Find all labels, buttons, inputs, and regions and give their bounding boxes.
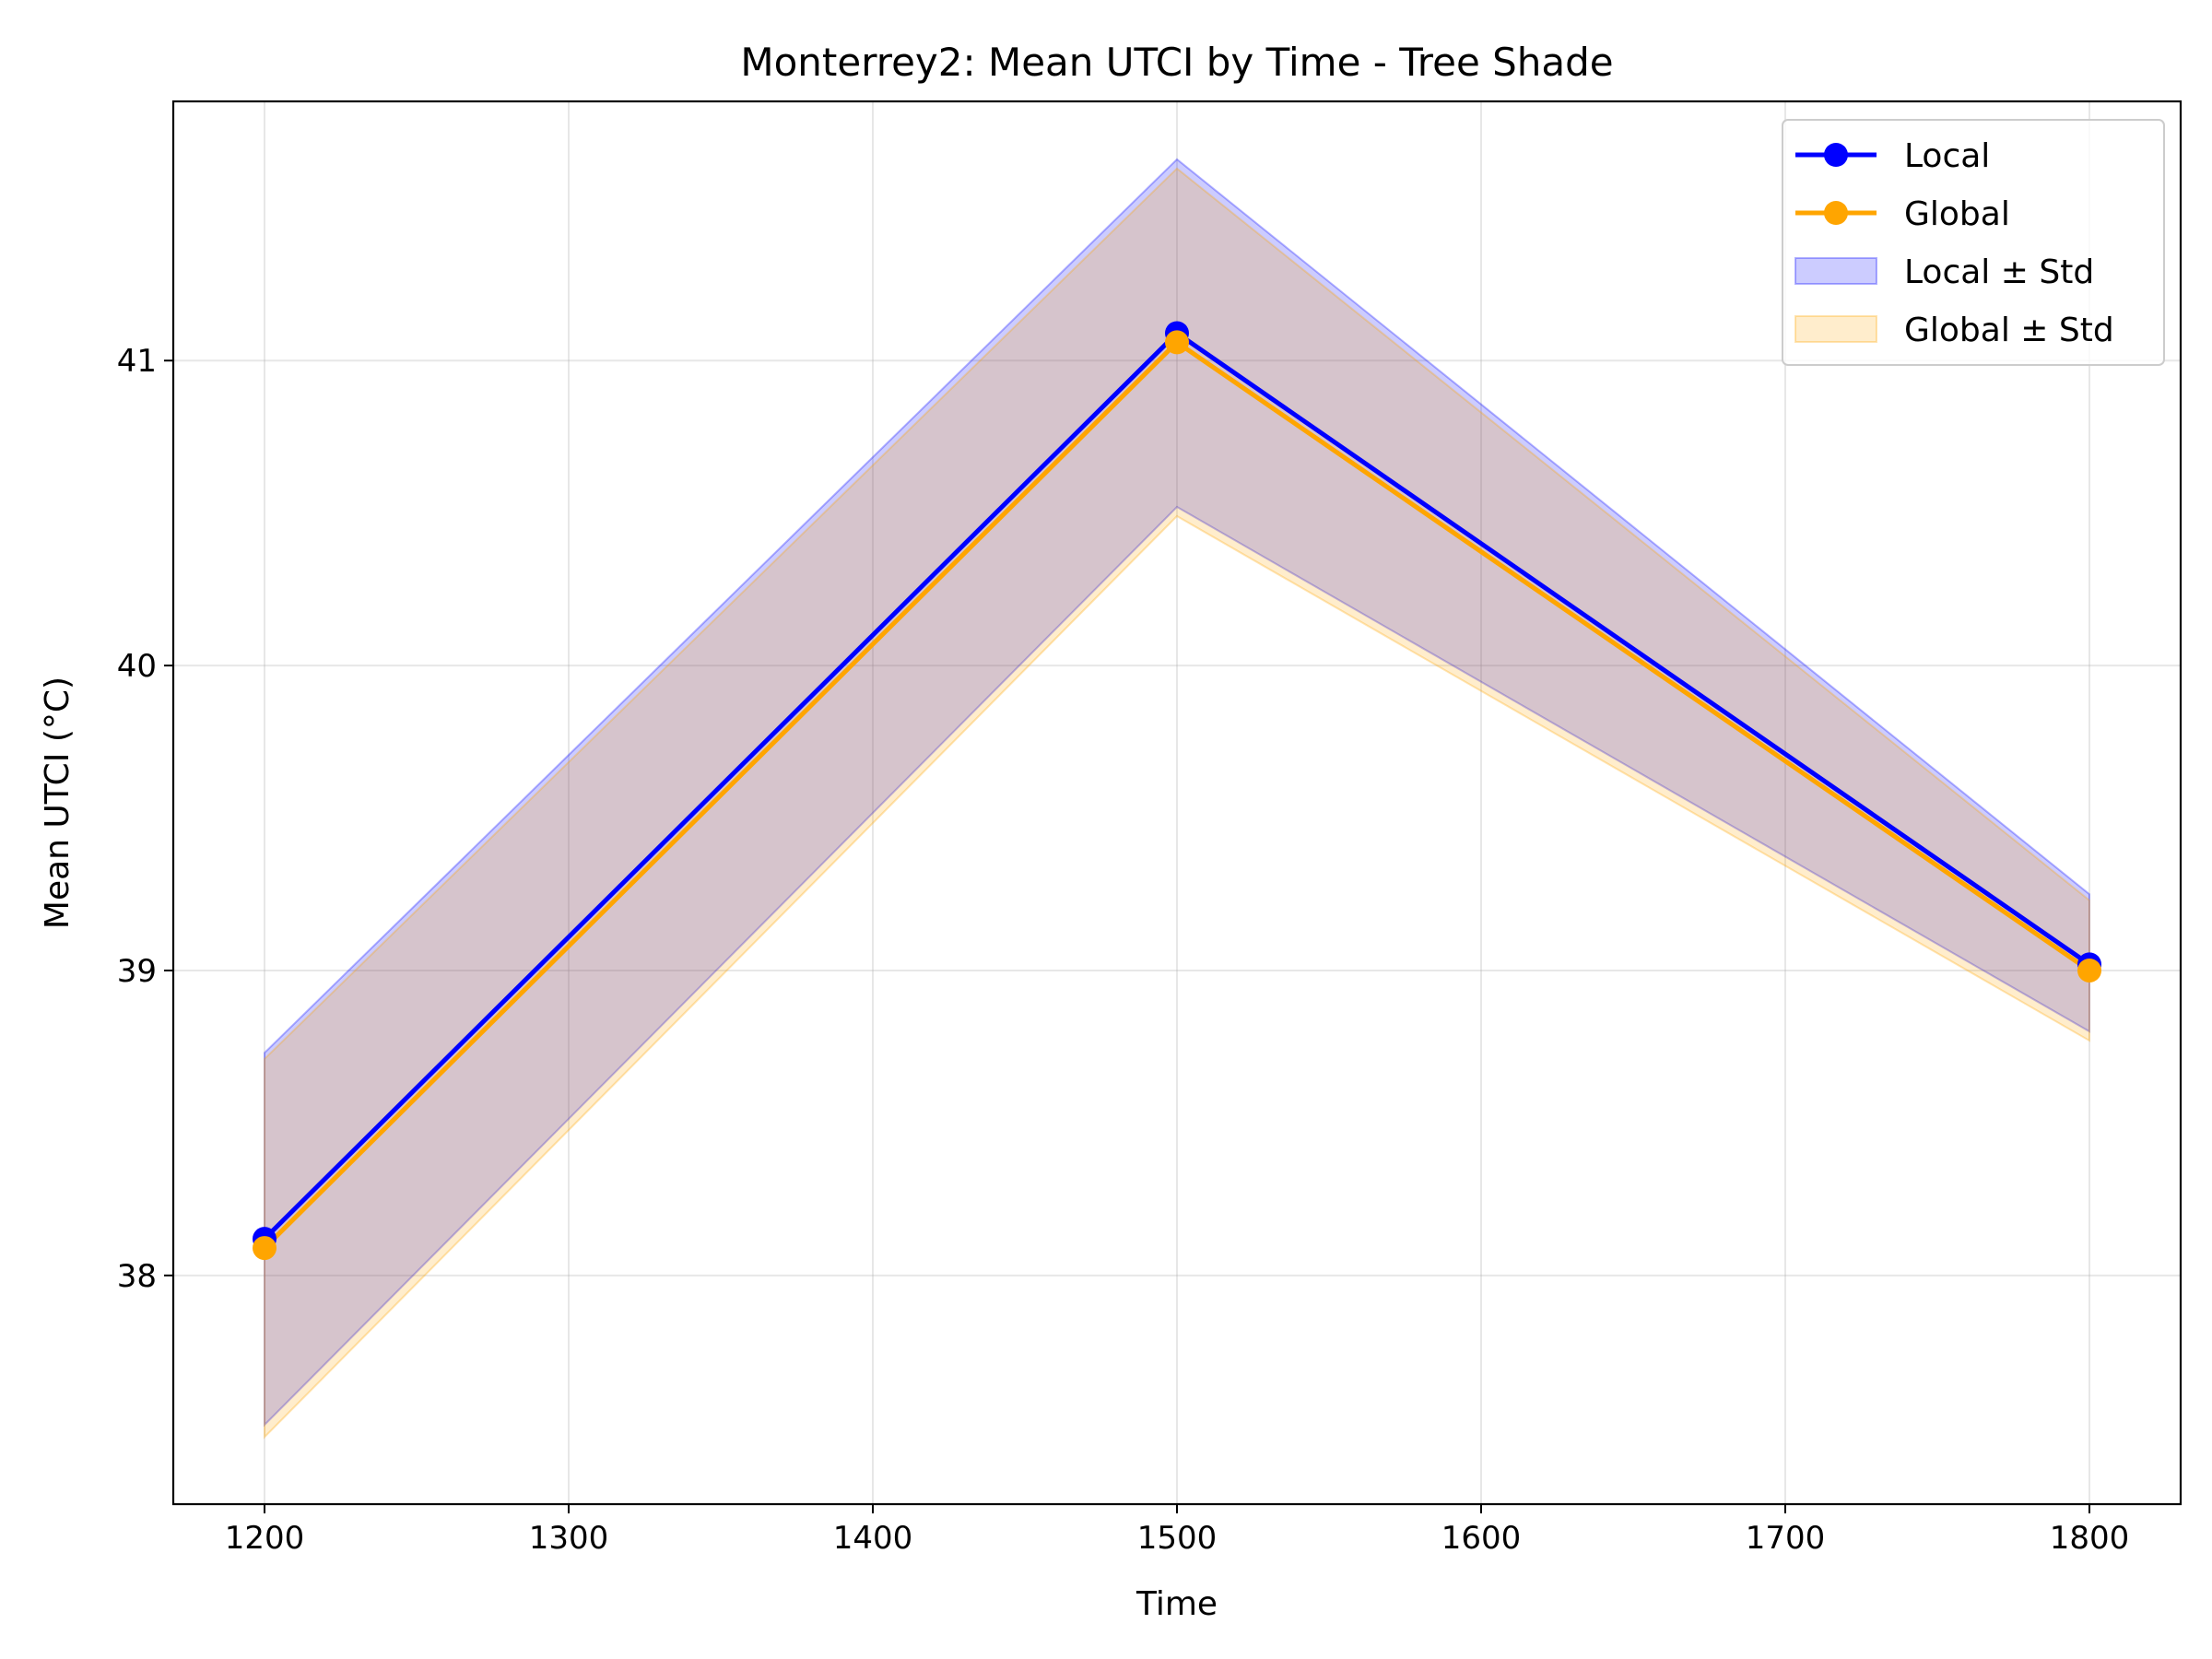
x-tick-label: 1500 bbox=[1137, 1520, 1218, 1557]
x-tick-label: 1700 bbox=[1746, 1520, 1826, 1557]
point-global bbox=[1165, 330, 1189, 355]
legend-frame bbox=[1782, 119, 2165, 366]
x-tick-label: 1800 bbox=[2050, 1520, 2130, 1557]
y-tick-label: 39 bbox=[117, 953, 157, 990]
x-axis-label: Time bbox=[1135, 1585, 1218, 1623]
legend-marker-swatch bbox=[1824, 143, 1848, 167]
legend-band-swatch bbox=[1794, 257, 1877, 285]
bands bbox=[264, 158, 2090, 1440]
x-tick-label: 1300 bbox=[529, 1520, 609, 1557]
legend: Local Global Local ± Std Global ± Std bbox=[1782, 119, 2165, 366]
x-axis: 1200 1300 1400 1500 1600 1700 1800 bbox=[225, 1504, 2130, 1557]
x-tick-label: 1400 bbox=[833, 1520, 913, 1557]
legend-label: Local bbox=[1904, 137, 1990, 175]
y-axis-label: Mean UTCI (°C) bbox=[39, 677, 76, 929]
band-local bbox=[264, 158, 2090, 1428]
legend-band-swatch bbox=[1794, 315, 1877, 343]
chart-title: Monterrey2: Mean UTCI by Time - Tree Sha… bbox=[740, 40, 1613, 85]
y-tick-label: 40 bbox=[117, 648, 157, 685]
band-global bbox=[264, 167, 2090, 1440]
legend-label: Global ± Std bbox=[1904, 312, 2114, 349]
x-tick-label: 1600 bbox=[1441, 1520, 1522, 1557]
y-tick-label: 38 bbox=[117, 1258, 157, 1295]
point-global bbox=[253, 1236, 276, 1261]
y-axis: 38 39 40 41 bbox=[117, 343, 173, 1295]
x-tick-label: 1200 bbox=[225, 1520, 305, 1557]
point-global bbox=[2077, 958, 2101, 982]
series-points bbox=[253, 321, 2101, 1261]
legend-label: Local ± Std bbox=[1904, 253, 2094, 291]
legend-label: Global bbox=[1904, 195, 2010, 233]
y-tick-label: 41 bbox=[117, 343, 157, 380]
legend-marker-swatch bbox=[1824, 201, 1848, 225]
